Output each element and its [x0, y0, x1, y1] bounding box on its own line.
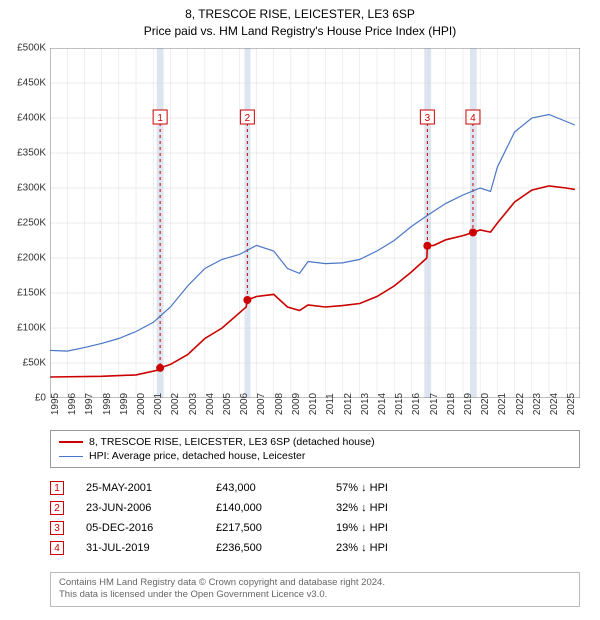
x-tick-label: 2010 [308, 393, 319, 415]
tx-date: 23-JUN-2006 [86, 502, 216, 514]
x-tick-label: 2020 [480, 393, 491, 415]
tx-price: £140,000 [216, 502, 336, 514]
footer-line: This data is licensed under the Open Gov… [59, 589, 571, 601]
legend-swatch-hpi [59, 456, 83, 457]
legend-item: 8, TRESCOE RISE, LEICESTER, LE3 6SP (det… [59, 435, 571, 449]
tx-marker-icon: 4 [50, 541, 64, 555]
x-tick-label: 2004 [205, 393, 216, 415]
svg-text:1: 1 [157, 113, 163, 124]
svg-text:2: 2 [245, 113, 251, 124]
legend: 8, TRESCOE RISE, LEICESTER, LE3 6SP (det… [50, 430, 580, 468]
legend-swatch-price [59, 441, 83, 443]
y-tick-label: £250K [4, 218, 46, 229]
x-tick-label: 1997 [84, 393, 95, 415]
x-tick-label: 2008 [274, 393, 285, 415]
svg-text:4: 4 [470, 113, 476, 124]
attribution-footer: Contains HM Land Registry data © Crown c… [50, 572, 580, 607]
legend-label: HPI: Average price, detached house, Leic… [89, 450, 305, 462]
tx-price: £236,500 [216, 542, 336, 554]
x-tick-label: 2018 [446, 393, 457, 415]
x-tick-label: 2012 [343, 393, 354, 415]
tx-date: 25-MAY-2001 [86, 482, 216, 494]
y-tick-label: £50K [4, 358, 46, 369]
y-tick-label: £300K [4, 183, 46, 194]
x-tick-label: 2005 [222, 393, 233, 415]
transaction-table: 1 25-MAY-2001 £43,000 57% ↓ HPI 2 23-JUN… [50, 478, 580, 558]
x-tick-label: 2000 [136, 393, 147, 415]
tx-date: 31-JUL-2019 [86, 542, 216, 554]
y-tick-label: £0 [4, 393, 46, 404]
tx-price: £43,000 [216, 482, 336, 494]
x-tick-label: 2002 [170, 393, 181, 415]
x-tick-label: 2023 [532, 393, 543, 415]
table-row: 2 23-JUN-2006 £140,000 32% ↓ HPI [50, 498, 580, 518]
x-tick-label: 2015 [394, 393, 405, 415]
tx-diff: 19% ↓ HPI [336, 522, 580, 534]
x-tick-label: 2021 [497, 393, 508, 415]
tx-price: £217,500 [216, 522, 336, 534]
x-tick-label: 2013 [360, 393, 371, 415]
x-tick-label: 2001 [153, 393, 164, 415]
svg-text:3: 3 [425, 113, 431, 124]
x-tick-label: 2003 [188, 393, 199, 415]
x-tick-label: 2022 [515, 393, 526, 415]
footer-line: Contains HM Land Registry data © Crown c… [59, 577, 571, 589]
legend-label: 8, TRESCOE RISE, LEICESTER, LE3 6SP (det… [89, 436, 375, 448]
price-chart: 1 2 3 4 [50, 48, 580, 398]
x-tick-label: 1996 [67, 393, 78, 415]
table-row: 4 31-JUL-2019 £236,500 23% ↓ HPI [50, 538, 580, 558]
y-tick-label: £200K [4, 253, 46, 264]
y-tick-label: £150K [4, 288, 46, 299]
x-tick-label: 1999 [119, 393, 130, 415]
x-tick-label: 2019 [463, 393, 474, 415]
y-tick-label: £350K [4, 148, 46, 159]
x-tick-label: 2014 [377, 393, 388, 415]
x-tick-label: 2007 [256, 393, 267, 415]
x-tick-label: 2025 [566, 393, 577, 415]
legend-item: HPI: Average price, detached house, Leic… [59, 449, 571, 463]
x-tick-label: 1995 [50, 393, 61, 415]
chart-title-sub: Price paid vs. HM Land Registry's House … [0, 23, 600, 40]
x-tick-label: 2024 [549, 393, 560, 415]
y-tick-label: £450K [4, 78, 46, 89]
x-tick-label: 2016 [411, 393, 422, 415]
tx-marker-icon: 2 [50, 501, 64, 515]
x-tick-label: 1998 [102, 393, 113, 415]
x-tick-label: 2017 [429, 393, 440, 415]
tx-marker-icon: 3 [50, 521, 64, 535]
tx-marker-icon: 1 [50, 481, 64, 495]
chart-title-address: 8, TRESCOE RISE, LEICESTER, LE3 6SP [0, 6, 600, 23]
y-tick-label: £100K [4, 323, 46, 334]
y-tick-label: £500K [4, 43, 46, 54]
x-tick-label: 2011 [325, 393, 336, 415]
x-tick-label: 2009 [291, 393, 302, 415]
tx-diff: 57% ↓ HPI [336, 482, 580, 494]
table-row: 1 25-MAY-2001 £43,000 57% ↓ HPI [50, 478, 580, 498]
tx-diff: 23% ↓ HPI [336, 542, 580, 554]
y-tick-label: £400K [4, 113, 46, 124]
tx-date: 05-DEC-2016 [86, 522, 216, 534]
table-row: 3 05-DEC-2016 £217,500 19% ↓ HPI [50, 518, 580, 538]
x-tick-label: 2006 [239, 393, 250, 415]
tx-diff: 32% ↓ HPI [336, 502, 580, 514]
